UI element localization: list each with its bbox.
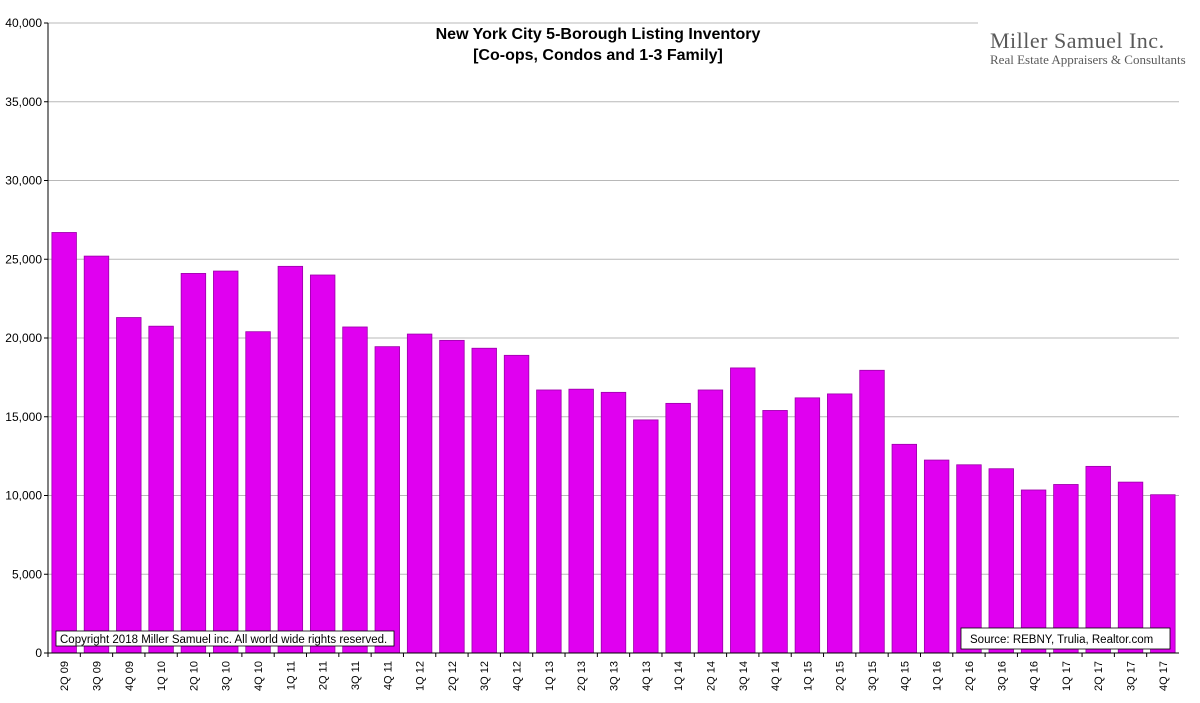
x-tick-label: 2Q 17: [1093, 661, 1105, 691]
x-tick-label: 4Q 11: [382, 661, 394, 690]
bar-3q-09: [83, 255, 110, 654]
bars: [51, 232, 1176, 654]
y-tick-label: 0: [35, 646, 42, 660]
x-tick-label: 3Q 09: [91, 661, 103, 691]
bar-3q-15: [859, 369, 885, 654]
x-axis-ticks: 2Q 09 3Q 09 4Q 09 1Q 10 2Q 10 3Q 10 4Q 10 1Q 11…: [47, 653, 1170, 691]
bar-4q-11: [374, 346, 400, 654]
y-tick-label: 15,000: [5, 410, 42, 424]
y-tick-label: 40,000: [5, 16, 42, 30]
bar-2q-14: [697, 389, 724, 654]
bar-2q-15: [827, 393, 853, 654]
bar-1q-16: [923, 459, 950, 654]
brand-logo: Miller Samuel Inc. Real Estate Appraiser…: [978, 22, 1186, 70]
x-tick-label: 1Q 15: [802, 661, 814, 691]
bar-1q-10: [148, 325, 174, 654]
bar-2q-17: [1085, 465, 1111, 654]
bar-4q-14: [762, 410, 788, 654]
source-note: Source: REBNY, Trulia, Realtor.com: [960, 627, 1171, 650]
copyright-note: Copyright 2018 Miller Samuel inc. All wo…: [55, 630, 395, 647]
x-tick-label: 2Q 16: [964, 661, 976, 691]
x-tick-label: 3Q 16: [996, 661, 1008, 691]
x-tick-label: 2Q 15: [835, 661, 847, 691]
bar-2q-16: [956, 464, 982, 654]
brand-tagline: Real Estate Appraisers & Consultants: [990, 52, 1186, 67]
x-tick-label: 1Q 14: [673, 661, 685, 691]
x-tick-label: 3Q 13: [609, 661, 621, 691]
x-tick-label: 1Q 16: [932, 661, 944, 691]
x-tick-label: 1Q 17: [1061, 661, 1073, 691]
bar-4q-10: [245, 331, 271, 654]
copyright-text: Copyright 2018 Miller Samuel inc. All wo…: [60, 634, 387, 646]
bar-1q-13: [536, 389, 562, 654]
x-tick-label: 4Q 16: [1029, 661, 1041, 691]
y-tick-label: 20,000: [5, 331, 42, 345]
bar-1q-15: [794, 397, 821, 654]
x-tick-label: 1Q 12: [415, 661, 427, 691]
x-tick-label: 4Q 13: [641, 661, 653, 691]
bar-2q-11: [309, 274, 336, 654]
bar-1q-14: [665, 402, 691, 654]
x-tick-label: 1Q 13: [544, 661, 556, 691]
x-tick-label: 3Q 15: [867, 661, 879, 691]
bar-3q-10: [213, 270, 239, 654]
bar-4q-15: [891, 443, 918, 654]
bar-4q-17: [1150, 494, 1176, 654]
x-tick-label: 4Q 09: [124, 661, 136, 691]
x-tick-label: 4Q 14: [770, 661, 782, 691]
x-tick-label: 4Q 15: [899, 661, 911, 691]
y-axis-ticks: 0 5,000 10,000 15,000 20,000 25,000 30,000 35,0…: [5, 16, 48, 660]
x-tick-label: 3Q 17: [1126, 661, 1138, 691]
bar-3q-11: [342, 326, 368, 654]
chart-title-line1: New York City 5-Borough Listing Inventor…: [436, 26, 761, 43]
y-tick-label: 5,000: [12, 567, 42, 581]
x-tick-label: 3Q 10: [221, 661, 233, 691]
bar-4q-09: [116, 317, 142, 654]
bar-3q-17: [1117, 481, 1144, 654]
x-tick-label: 2Q 14: [705, 661, 717, 691]
x-tick-label: 1Q 11: [285, 661, 297, 690]
x-tick-label: 2Q 12: [447, 661, 459, 691]
bar-4q-16: [1020, 489, 1047, 654]
x-tick-label: 4Q 12: [512, 661, 524, 691]
x-tick-label: 4Q 17: [1158, 661, 1170, 691]
bar-2q-09: [51, 232, 77, 654]
source-text: Source: REBNY, Trulia, Realtor.com: [970, 634, 1153, 646]
x-tick-label: 2Q 09: [59, 661, 71, 691]
bar-2q-13: [568, 388, 594, 654]
x-tick-label: 1Q 10: [156, 661, 168, 691]
x-tick-label: 3Q 14: [738, 661, 750, 691]
bar-3q-16: [988, 468, 1014, 654]
x-tick-label: 2Q 11: [318, 661, 330, 690]
bar-3q-13: [600, 391, 627, 654]
x-tick-label: 2Q 13: [576, 661, 588, 691]
x-tick-label: 4Q 10: [253, 661, 265, 691]
y-tick-label: 35,000: [5, 95, 42, 109]
bar-3q-12: [471, 347, 497, 654]
y-tick-label: 10,000: [5, 489, 42, 503]
bar-3q-14: [730, 367, 756, 654]
bar-2q-12: [439, 339, 465, 654]
bar-1q-11: [277, 265, 304, 654]
y-tick-label: 25,000: [5, 252, 42, 266]
x-tick-label: 3Q 12: [479, 661, 491, 691]
brand-name: Miller Samuel Inc.: [990, 28, 1165, 53]
chart-title-line2: [Co-ops, Condos and 1-3 Family]: [473, 47, 723, 64]
x-tick-label: 2Q 10: [188, 661, 200, 691]
bar-4q-12: [503, 354, 530, 654]
y-tick-label: 30,000: [5, 174, 42, 188]
x-tick-label: 3Q 11: [350, 661, 362, 690]
bar-2q-10: [180, 273, 207, 654]
bar-4q-13: [633, 419, 659, 654]
bar-1q-12: [406, 333, 433, 654]
